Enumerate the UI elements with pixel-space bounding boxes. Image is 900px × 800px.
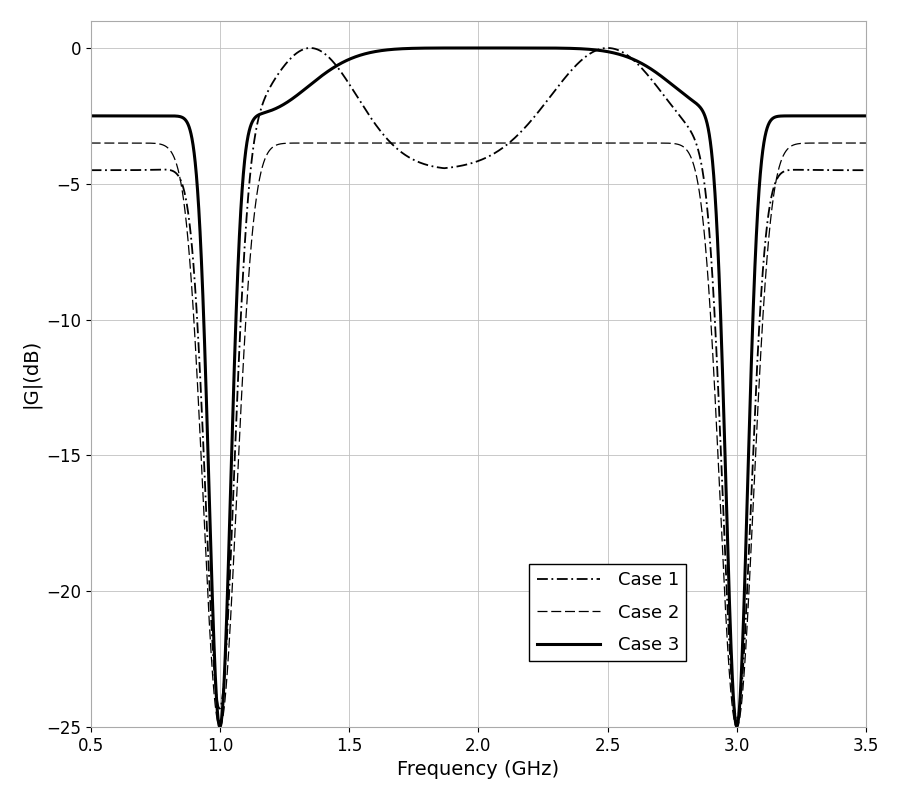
Case 2 [86, 138, 96, 148]
Case 1 [602, 43, 613, 53]
Case 3 [86, 111, 96, 121]
Case 3 [578, 44, 589, 54]
Case 1 [366, 114, 377, 123]
Case 1 [732, 713, 742, 722]
Case 2 [578, 138, 589, 148]
Line: Case 3: Case 3 [91, 48, 866, 727]
Case 3 [860, 111, 871, 121]
Case 3 [702, 118, 713, 128]
Case 2 [363, 138, 374, 148]
Line: Case 2: Case 2 [91, 143, 866, 727]
Case 3 [124, 111, 135, 121]
Case 2 [661, 138, 671, 148]
Case 1 [660, 93, 670, 102]
Case 2 [366, 138, 377, 148]
Line: Case 1: Case 1 [91, 48, 866, 718]
Case 1 [86, 166, 96, 175]
Case 2 [124, 138, 135, 148]
Case 2 [544, 138, 555, 148]
Case 3 [366, 47, 377, 57]
Case 3 [214, 722, 225, 732]
Case 1 [701, 200, 712, 210]
Case 3 [544, 43, 555, 53]
Case 2 [860, 138, 871, 148]
Case 3 [485, 43, 496, 53]
Y-axis label: |G|(dB): |G|(dB) [21, 339, 40, 409]
Case 1 [544, 93, 554, 102]
Case 1 [578, 54, 589, 63]
Case 1 [124, 166, 135, 175]
Case 2 [214, 722, 225, 732]
Case 2 [702, 260, 713, 270]
Case 3 [661, 74, 671, 84]
Legend: Case 1, Case 2, Case 3: Case 1, Case 2, Case 3 [529, 564, 687, 662]
Case 1 [860, 166, 871, 175]
X-axis label: Frequency (GHz): Frequency (GHz) [397, 760, 560, 779]
